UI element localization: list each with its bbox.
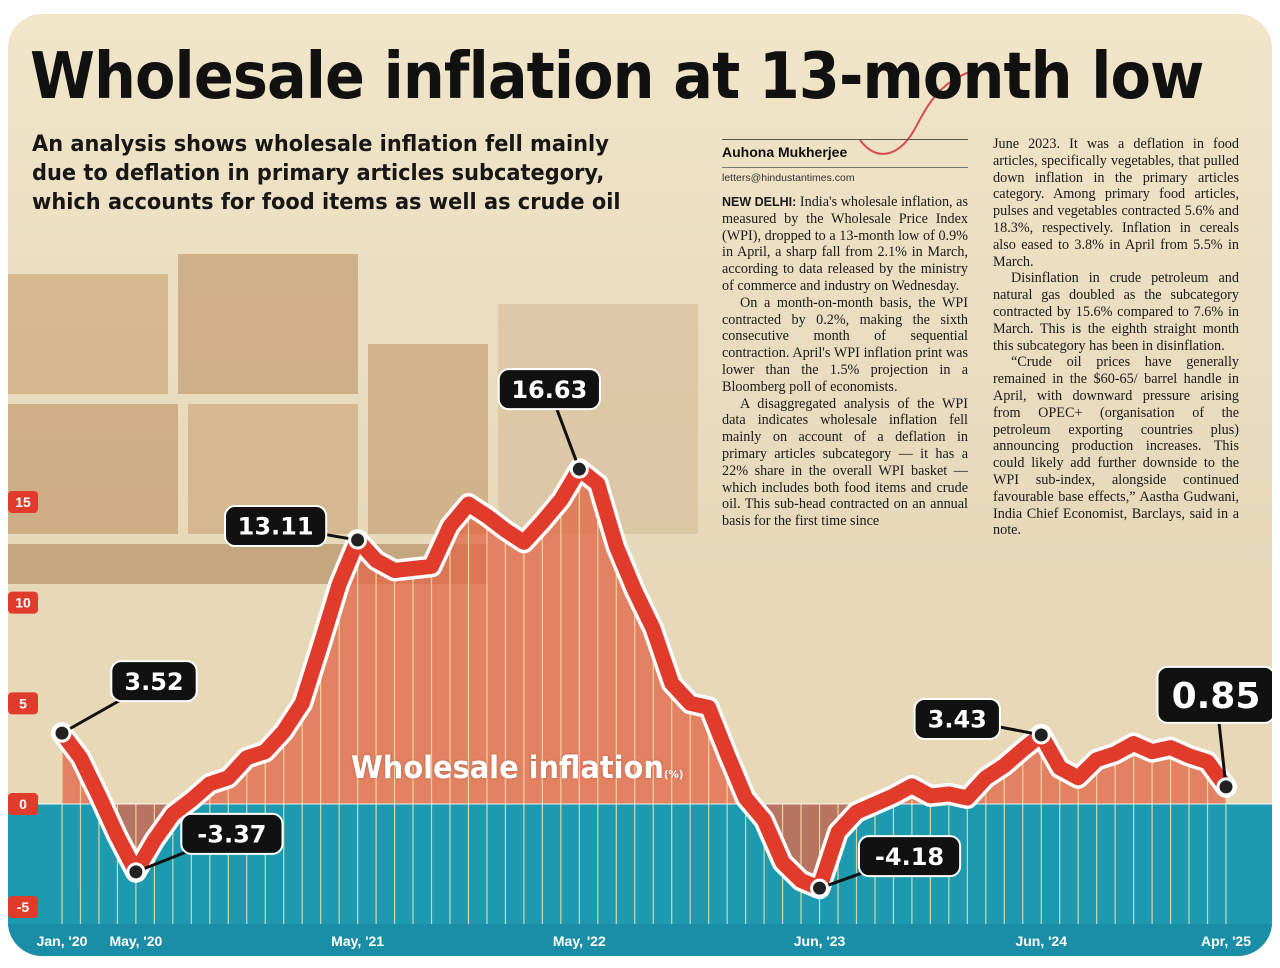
y-tick-badge — [8, 491, 38, 513]
decorative-squiggle-dot — [990, 63, 996, 69]
x-tick-label: Jun, '23 — [794, 933, 846, 949]
y-tick-badge — [8, 896, 38, 918]
x-tick-label: Jan, '20 — [37, 933, 88, 949]
chart-area: 15 10 5 0 -5 Jan, '20 May, '20 May, '21 May, '22… — [8, 63, 1272, 956]
y-tick-badge — [8, 793, 38, 815]
byline-rule — [722, 139, 968, 140]
series-label-text: Wholesale inflation — [351, 750, 664, 786]
data-point-marker — [569, 459, 589, 479]
callout-box — [110, 660, 198, 703]
series-unit: (%) — [663, 768, 684, 781]
y-tick-label: 0 — [19, 796, 27, 812]
x-tick-label: May, '22 — [553, 933, 606, 949]
byline-rule-bottom — [722, 167, 968, 168]
callout-box — [1156, 665, 1272, 724]
infographic-frame: 15 10 5 0 -5 Jan, '20 May, '20 May, '21 May, '22… — [8, 14, 1272, 956]
callout-box — [857, 835, 962, 878]
series-label: Wholesale inflation(%) — [351, 750, 683, 786]
x-tick-label: May, '21 — [331, 933, 384, 949]
article-paragraph-text: India's wholesale inflation, as measured… — [722, 194, 968, 294]
x-axis-band — [8, 924, 1272, 956]
callout-box — [913, 697, 1001, 740]
y-tick-label: -5 — [17, 899, 30, 915]
x-tick-label: Jun, '24 — [1015, 933, 1067, 949]
article-paragraph: A disaggregated analysis of the WPI data… — [722, 395, 968, 530]
y-tick-badge — [8, 692, 38, 715]
y-tick-badge — [8, 591, 38, 614]
callout-box — [224, 505, 328, 548]
callout-label: 13.11 — [238, 513, 314, 541]
dateline: NEW DELHI: — [722, 195, 797, 209]
article-paragraph: NEW DELHI: India's wholesale inflation, … — [722, 194, 968, 295]
x-tick-label: May, '20 — [109, 933, 162, 949]
data-point-marker — [810, 878, 830, 898]
data-point-marker — [1216, 777, 1236, 797]
headline: Wholesale inflation at 13-month low — [30, 40, 1204, 114]
article-column-1: NEW DELHI: India's wholesale inflation, … — [722, 194, 968, 530]
article-column-2: June 2023. It was a deflation in food ar… — [993, 136, 1239, 539]
callout-label: 16.63 — [511, 376, 587, 404]
data-point-marker — [52, 723, 72, 743]
x-tick-label: Apr, '25 — [1201, 933, 1251, 949]
callout-box — [497, 368, 601, 411]
decorative-trend-squiggle — [859, 65, 994, 155]
y-tick-label: 15 — [15, 494, 31, 510]
subheadline: An analysis shows wholesale inflation fe… — [32, 131, 621, 215]
author-name: Auhona Mukherjee — [722, 144, 848, 160]
background-boxes-illustration — [8, 254, 698, 584]
data-point-marker — [126, 862, 146, 882]
callout-label: 3.43 — [928, 706, 987, 734]
y-tick-label: 10 — [15, 595, 31, 611]
callout-label: 0.85 — [1172, 676, 1261, 717]
callout-box — [180, 812, 284, 855]
article-paragraph: June 2023. It was a deflation in food ar… — [993, 136, 1239, 270]
callout-label: -3.37 — [197, 820, 266, 848]
author-email: letters@hindustantimes.com — [722, 172, 855, 184]
data-point-marker — [1031, 725, 1051, 745]
article-paragraph: “Crude oil prices have generally remaine… — [993, 354, 1239, 539]
article-paragraph: On a month-on-month basis, the WPI contr… — [722, 294, 968, 395]
data-point-marker — [348, 530, 368, 550]
series-line — [54, 461, 1234, 896]
article-paragraph: Disinflation in crude petroleum and natu… — [993, 270, 1239, 354]
callout-label: -4.18 — [875, 843, 944, 871]
callout-label: 3.52 — [124, 668, 183, 696]
y-tick-label: 5 — [19, 695, 27, 711]
